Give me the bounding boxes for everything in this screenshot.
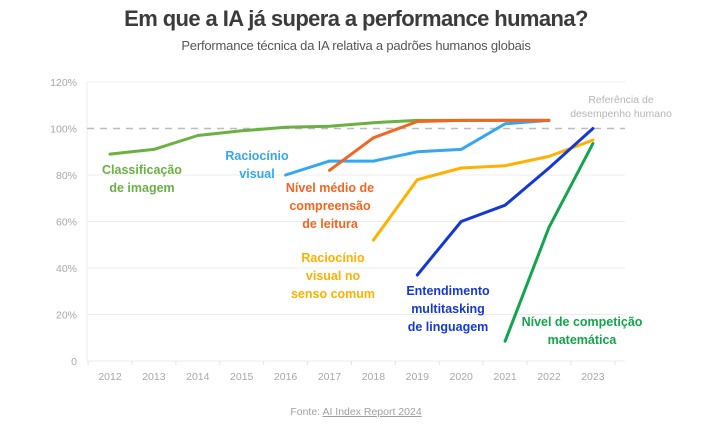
- x-tick-label: 2018: [362, 371, 386, 383]
- series-label: multitasking: [411, 302, 485, 316]
- series-labels: Classificação de imagem Raciocínio visual Ní…: [102, 149, 643, 347]
- series-line: [328, 118, 551, 172]
- x-tick-label: 2020: [450, 371, 474, 383]
- series-line: [415, 127, 595, 277]
- series-lines: [108, 118, 595, 343]
- series-label: visual no: [306, 269, 361, 283]
- source-link[interactable]: AI Index Report 2024: [322, 406, 422, 418]
- y-tick-label: 100%: [50, 124, 77, 136]
- y-axis: 0 20% 40% 60% 80% 100% 120%: [50, 77, 77, 368]
- x-axis: 2012 2013 2014 2015 2016 2017 2018 2019 2020 2021…: [87, 361, 616, 383]
- series-label: Nível de competição: [522, 315, 643, 329]
- reference-label: desempenho humano: [570, 108, 672, 120]
- chart-subtitle: Performance técnica da IA relativa a pad…: [181, 38, 531, 53]
- x-tick-label: 2016: [274, 371, 298, 383]
- x-tick-label: 2023: [581, 371, 605, 383]
- series-label: Classificação: [102, 163, 182, 177]
- y-tick-label: 0: [71, 356, 77, 368]
- y-tick-label: 40%: [56, 263, 77, 275]
- gridlines: [86, 81, 625, 362]
- reference-label: Referência de: [588, 94, 654, 106]
- series-label: de linguagem: [408, 320, 489, 334]
- series-line: [503, 142, 595, 343]
- x-tick-label: 2022: [537, 371, 561, 383]
- x-tick-label: 2014: [186, 371, 210, 383]
- series-label: Nível médio de: [286, 181, 374, 195]
- chart-title: Em que a IA já supera a performance huma…: [124, 6, 588, 31]
- series-label: visual: [239, 167, 274, 181]
- y-tick-label: 120%: [50, 77, 77, 89]
- source-note: Fonte: AI Index Report 2024: [0, 406, 712, 418]
- series-label: de leitura: [302, 217, 359, 231]
- x-tick-label: 2019: [406, 371, 430, 383]
- series-label: senso comum: [291, 287, 375, 301]
- x-tick-label: 2012: [98, 371, 122, 383]
- x-tick-label: 2015: [230, 371, 254, 383]
- series-label: compreensão: [289, 199, 371, 213]
- series-line: [371, 138, 595, 242]
- series-label: Raciocínio: [225, 149, 289, 163]
- source-prefix: Fonte:: [290, 406, 321, 418]
- series-line: [284, 118, 551, 177]
- y-tick-label: 20%: [56, 310, 77, 322]
- x-tick-label: 2021: [493, 371, 517, 383]
- series-label: de imagem: [109, 181, 174, 195]
- y-tick-label: 80%: [56, 170, 77, 182]
- y-tick-label: 60%: [56, 217, 77, 229]
- x-tick-label: 2013: [142, 371, 166, 383]
- series-label: Raciocínio: [301, 251, 365, 265]
- x-tick-label: 2017: [318, 371, 342, 383]
- series-label: Entendimento: [406, 284, 490, 298]
- series-label: matemática: [548, 333, 618, 347]
- reference-line-group: Referência de desempenho humano: [87, 94, 672, 130]
